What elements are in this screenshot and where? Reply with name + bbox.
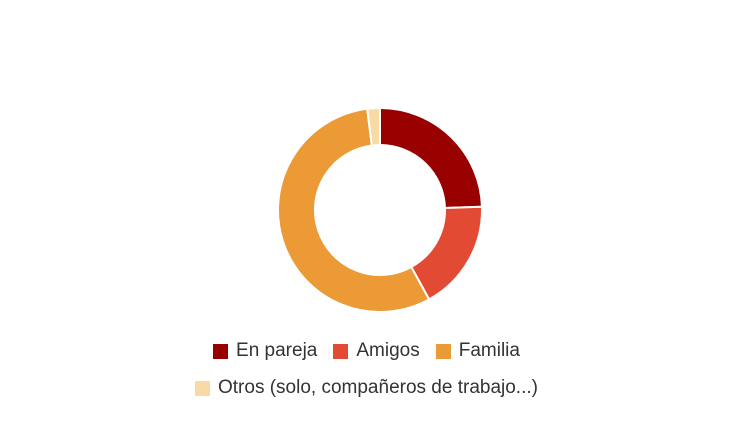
legend-item-familia[interactable]: Familia [435,340,520,362]
legend-item-amigos[interactable]: Amigos [333,340,420,362]
legend-label-amigos: Amigos [356,340,420,361]
donut-slice-familia[interactable] [277,107,431,313]
legend-swatch-familia [435,343,451,359]
legend-label-familia: Familia [458,340,520,361]
legend-label-otros: Otros (solo, compañeros de trabajo...) [218,377,538,398]
legend-label-en-pareja: En pareja [236,340,318,361]
legend-item-otros[interactable]: Otros (solo, compañeros de trabajo...) [195,377,538,399]
legend-item-en-pareja[interactable]: En pareja [213,340,317,362]
legend-swatch-en-pareja [213,343,229,359]
legend-swatch-otros [195,380,210,396]
donut-slice-en-pareja[interactable] [379,106,483,209]
legend-row-1: En pareja Amigos Familia [0,338,733,364]
legend-swatch-amigos [333,343,349,359]
donut-slice-otros[interactable] [366,106,381,147]
legend-row-2: Otros (solo, compañeros de trabajo...) [0,375,733,401]
